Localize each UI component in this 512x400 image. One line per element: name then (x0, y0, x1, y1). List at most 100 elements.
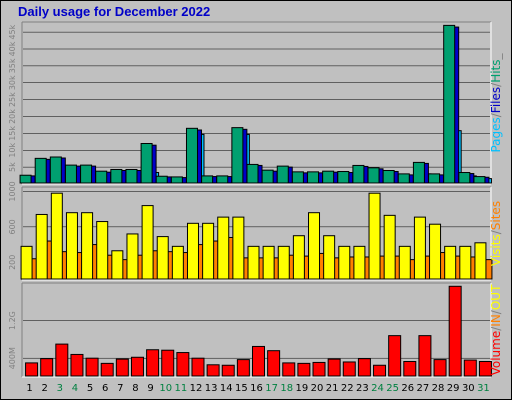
panel-2-bar-volume-1 (25, 362, 39, 377)
panel-2-bar-volume-2 (40, 358, 54, 377)
panel-1-bar-visits-14 (217, 216, 230, 280)
x-tick-label-12: 12 (190, 383, 203, 394)
panel-1-ytick-label: 200 (8, 255, 17, 270)
panel-2-bar-volume-14 (221, 364, 235, 377)
panel-0-bar-hits-26 (397, 173, 410, 184)
x-tick-label-18: 18 (280, 383, 293, 394)
panel-0-ytick-label: 40k (8, 41, 17, 56)
x-tick-label-2: 2 (42, 383, 48, 394)
panel-2-bar-volume-17 (267, 350, 281, 377)
panel-1-ylabel-part: Visits (489, 234, 503, 266)
x-tick-label-3: 3 (57, 383, 63, 394)
panel-0-bar-hits-24 (367, 167, 380, 184)
panel-2-bar-volume-13 (206, 364, 220, 377)
x-tick-label-13: 13 (205, 383, 218, 394)
x-tick-label-16: 16 (250, 383, 263, 394)
x-tick-label-9: 9 (147, 383, 153, 394)
panel-0-ylabel-part: Hits (489, 59, 503, 82)
panel-2-bar-volume-10 (161, 349, 175, 377)
panel-0-bar-hits-8 (125, 168, 138, 184)
x-tick-label-23: 23 (356, 383, 369, 394)
panel-2-ylabel: Volume/IN/OUT (489, 284, 503, 375)
x-tick-label-28: 28 (432, 383, 445, 394)
panel-2-bar-volume-9 (146, 349, 160, 377)
panel-2-ylabel-part: Volume (489, 331, 503, 376)
x-tick-label-29: 29 (447, 383, 460, 394)
panel-2-ylabel-part: IN (489, 314, 503, 327)
panel-0-ytick-label: 25k (8, 92, 17, 107)
panel-2-ytick-label: 400M (8, 347, 17, 369)
panel-1-bar-visits-10 (156, 236, 169, 280)
panel-2-bar-volume-29 (448, 285, 462, 377)
panel-2-bar-volume-7 (115, 358, 129, 377)
panel-0-ylabel-part: Files (489, 87, 503, 113)
panel-0-ytick-label: 30k (8, 75, 17, 90)
panel-0-bar-hits-15 (231, 127, 244, 184)
panel-2-bar-volume-4 (70, 353, 84, 377)
panel-2-bar-volume-20 (312, 361, 326, 377)
x-tick-label-31: 31 (477, 383, 490, 394)
panel-2-bar-volume-30 (463, 359, 477, 377)
panel-2-bar-volume-12 (191, 357, 205, 377)
panel-0-bar-hits-30 (458, 172, 471, 184)
panel-2-bar-volume-24 (373, 364, 387, 377)
x-tick-label-6: 6 (102, 383, 108, 394)
panel-0-bar-hits-11 (170, 176, 183, 184)
panel-1-bar-visits-23 (353, 245, 366, 280)
panel-0-bar-hits-13 (201, 175, 214, 184)
panel-0-bar-hits-23 (352, 164, 365, 184)
panel-0-bar-hits-3 (49, 156, 62, 184)
panel-0-ylabel-part: / (489, 112, 503, 117)
panel-2-bar-volume-16 (252, 345, 265, 377)
panel-1-bar-visits-22 (338, 245, 351, 280)
panel-1-bar-visits-19 (292, 235, 305, 280)
panel-2-bar-volume-6 (100, 362, 114, 377)
x-tick-label-4: 4 (72, 383, 78, 394)
panel-0-bar-hits-12 (185, 127, 198, 184)
panel-1-bar-visits-11 (171, 245, 184, 280)
panel-2-bar-volume-18 (282, 362, 296, 377)
panel-0-bar-hits-14 (216, 175, 229, 184)
panel-0-ytick-label: 15k (8, 126, 17, 141)
panel-0-bar-hits-21 (322, 170, 335, 184)
x-tick-label-21: 21 (326, 383, 339, 394)
panel-1-ytick-label: 600 (8, 219, 17, 234)
panel-0-bar-hits-7 (110, 168, 123, 184)
panel-1-bar-visits-4 (65, 212, 78, 280)
panel-1-ytick-label: 1000 (8, 181, 17, 201)
x-tick-label-8: 8 (132, 383, 138, 394)
panel-0-ytick-label: 35k (8, 58, 17, 73)
panel-0-bar-hits-31 (473, 176, 486, 184)
panel-0-bar-hits-4 (64, 164, 77, 184)
panel-0-background (22, 22, 491, 184)
panel-1-bar-visits-25 (383, 214, 396, 280)
panel-0-ylabel-part: Pages (489, 117, 503, 152)
x-tick-label-22: 22 (341, 383, 354, 394)
panel-0-ylabel: Pages/Files/Hits_ (489, 52, 503, 152)
x-tick-label-17: 17 (265, 383, 278, 394)
panel-0-bar-hits-25 (382, 170, 395, 184)
panel-2-bar-volume-21 (327, 358, 341, 377)
panel-0-bar-hits-17 (261, 169, 274, 184)
panel-1-ylabel: Visits/Sites (489, 201, 503, 266)
panel-2-bar-volume-15 (236, 359, 250, 377)
panel-2-bar-volume-3 (55, 343, 69, 377)
panel-0-bar-hits-28 (428, 173, 441, 184)
panel-1-bar-visits-21 (323, 235, 336, 280)
panel-2-ylabel-part: / (489, 309, 503, 314)
x-tick-label-11: 11 (174, 383, 187, 394)
panel-2-bar-volume-27 (418, 335, 432, 377)
panel-1-bar-visits-2 (35, 213, 48, 280)
panel-1-bar-visits-31 (474, 242, 487, 280)
panel-1-bar-visits-27 (413, 216, 426, 280)
panel-1-bar-visits-7 (111, 250, 124, 280)
x-tick-label-24: 24 (371, 383, 384, 394)
panel-1-bar-visits-13 (202, 222, 215, 280)
x-tick-label-25: 25 (386, 383, 399, 394)
x-tick-label-26: 26 (401, 383, 414, 394)
panel-0-ytick-label: 45k (8, 24, 17, 39)
x-tick-label-7: 7 (117, 383, 123, 394)
panel-2-bar-volume-22 (342, 361, 356, 377)
x-tick-label-19: 19 (296, 383, 309, 394)
